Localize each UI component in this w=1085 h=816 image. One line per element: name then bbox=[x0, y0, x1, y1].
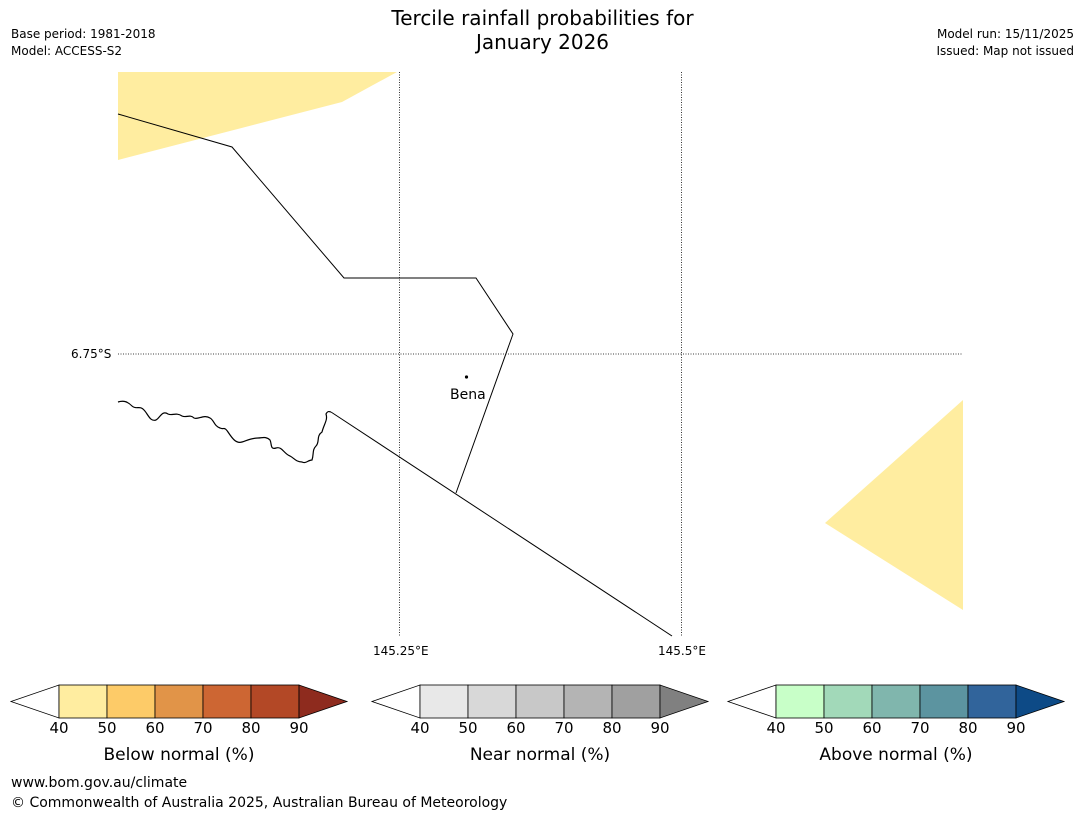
colorbar-near-max-extension bbox=[659, 684, 710, 719]
colorbar-near-label: Near normal (%) bbox=[469, 745, 611, 765]
latitude-label: 6.75°S bbox=[71, 347, 112, 361]
colorbar-below-segment bbox=[58, 684, 108, 719]
base-period: Base period: 1981-2018 bbox=[11, 27, 156, 41]
colorbar-below-tick-label: 40 bbox=[49, 719, 69, 737]
colorbar-below-segment bbox=[154, 684, 204, 719]
longitude-label-145-5: 145.5°E bbox=[658, 644, 706, 658]
colorbar-below-tick-label: 50 bbox=[97, 719, 117, 737]
colorbar-above-tick-label: 50 bbox=[814, 719, 834, 737]
colorbar-below-tick-label: 70 bbox=[193, 719, 213, 737]
model-run: Model run: 15/11/2025 bbox=[936, 27, 1074, 41]
colorbar-below-tick-label: 80 bbox=[241, 719, 261, 737]
metadata-right: Model run: 15/11/2025 Issued: Map not is… bbox=[936, 26, 1074, 60]
colorbar-above-segment bbox=[967, 684, 1017, 719]
colorbar-near-tick-label: 60 bbox=[506, 719, 526, 737]
colorbar-below-max-extension bbox=[298, 684, 349, 719]
colorbar-above-tick-label: 90 bbox=[1006, 719, 1026, 737]
colorbar-near-segment bbox=[563, 684, 613, 719]
colorbar-near-svg bbox=[370, 684, 710, 719]
colorbar-below-label: Below normal (%) bbox=[103, 745, 255, 765]
colorbar-near-tick-label: 80 bbox=[602, 719, 622, 737]
colorbar-above-svg bbox=[726, 684, 1066, 719]
province-boundary-south bbox=[330, 411, 673, 637]
title-line-1: Tercile rainfall probabilities for bbox=[391, 6, 694, 30]
footer-url[interactable]: www.bom.gov.au/climate bbox=[11, 775, 188, 791]
colorbar-above-segment bbox=[775, 684, 825, 719]
colorbar-near-tick-label: 90 bbox=[650, 719, 670, 737]
footer-copyright: © Commonwealth of Australia 2025, Austra… bbox=[11, 795, 508, 811]
metadata-left: Base period: 1981-2018 Model: ACCESS-S2 bbox=[11, 26, 156, 60]
below-normal-shading-top-left bbox=[118, 72, 397, 160]
colorbar-below-segment bbox=[202, 684, 252, 719]
bena-location-dot bbox=[464, 375, 469, 379]
map-title: Tercile rainfall probabilities for Janua… bbox=[0, 6, 1085, 54]
river-line bbox=[117, 400, 332, 464]
colorbar-below-tick-label: 90 bbox=[289, 719, 309, 737]
model-name: Model: ACCESS-S2 bbox=[11, 44, 123, 58]
colorbar-near-tick-label: 50 bbox=[458, 719, 478, 737]
colorbar-near-tick-label: 40 bbox=[410, 719, 430, 737]
colorbar-below-segment bbox=[106, 684, 156, 719]
colorbar-above-tick-label: 80 bbox=[958, 719, 978, 737]
colorbar-below-tick-label: 60 bbox=[145, 719, 165, 737]
colorbar-above-tick-label: 60 bbox=[862, 719, 882, 737]
colorbar-above-tick-label: 40 bbox=[766, 719, 786, 737]
colorbar-above-segment bbox=[871, 684, 921, 719]
colorbar-above-label: Above normal (%) bbox=[819, 745, 973, 765]
colorbar-below-svg bbox=[9, 684, 349, 719]
below-normal-shading-right bbox=[825, 400, 963, 610]
colorbar-above-max-extension bbox=[1015, 684, 1066, 719]
title-line-2: January 2026 bbox=[475, 30, 610, 54]
place-label-bena: Bena bbox=[450, 387, 486, 403]
colorbar-near-segment bbox=[515, 684, 565, 719]
issued-status: Issued: Map not issued bbox=[936, 44, 1074, 58]
colorbar-near-segment bbox=[419, 684, 469, 719]
colorbar-above-segment bbox=[823, 684, 873, 719]
colorbar-above-segment bbox=[919, 684, 969, 719]
longitude-label-145-25: 145.25°E bbox=[373, 644, 429, 658]
colorbar-above-tick-label: 70 bbox=[910, 719, 930, 737]
colorbar-near-tick-label: 70 bbox=[554, 719, 574, 737]
colorbar-near-segment bbox=[611, 684, 661, 719]
colorbar-above-min-extension bbox=[726, 684, 777, 719]
province-boundary bbox=[117, 113, 514, 494]
